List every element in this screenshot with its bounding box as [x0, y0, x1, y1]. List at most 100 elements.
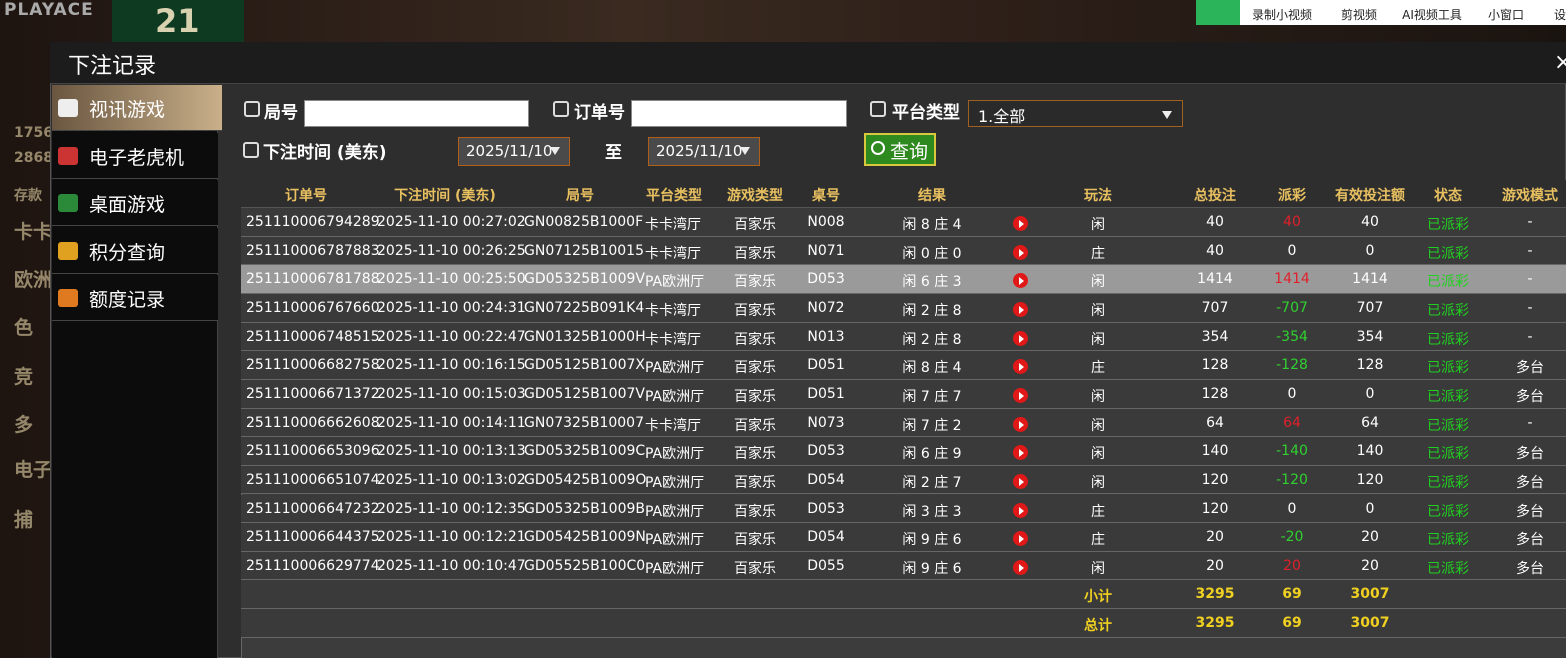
table-cell: 128 [1201, 357, 1229, 374]
table-cell: 2025-11-10 00:15:03 [377, 385, 526, 402]
table-row[interactable] [241, 408, 1566, 438]
table-cell: 庄 [1091, 503, 1105, 520]
background-text: 捕 [14, 509, 34, 531]
table-cell: N013 [807, 328, 845, 345]
table-cell: 0 [1365, 500, 1375, 517]
brand: PLAYACE [4, 0, 94, 20]
platform-value: 1.全部 [978, 107, 1026, 126]
table-cell: GN00825B1000F [524, 214, 644, 230]
table-cell: 120 [1356, 471, 1384, 488]
toolbar-item[interactable]: 剪视频 [1340, 8, 1377, 22]
table-cell: 百家乐 [734, 302, 776, 319]
search-label[interactable]: 查询 [890, 141, 929, 163]
table-cell: GD05425B1009N [524, 529, 646, 546]
table-row[interactable] [241, 465, 1566, 495]
replay-triangle [1019, 563, 1024, 572]
background-text: 多 [14, 414, 34, 436]
table-row[interactable] [241, 351, 1566, 380]
replay-triangle [1019, 391, 1024, 400]
table-row[interactable] [241, 322, 1566, 352]
table-cell: 354 [1201, 328, 1229, 345]
table-cell: 251110006647232 [246, 500, 380, 517]
table-row[interactable] [241, 551, 1566, 581]
toolbar-item[interactable]: AI视频工具 [1402, 8, 1462, 22]
table-cell: PA欧洲厅 [645, 532, 705, 549]
table-cell: 闲 2 庄 7 [902, 474, 962, 491]
table-cell: 闲 [1091, 474, 1105, 491]
close-button[interactable]: × [1554, 50, 1566, 75]
sidebar-item[interactable] [52, 85, 222, 131]
replay-triangle [1019, 506, 1024, 515]
table-cell: -140 [1276, 443, 1308, 460]
table-cell: 闲 9 庄 6 [902, 560, 962, 577]
table-cell: 闲 [1091, 302, 1105, 319]
table-cell: 64 [1361, 414, 1379, 431]
background-text: 2868 [14, 150, 53, 166]
toolbar-logo [1196, 0, 1240, 25]
sidebar-item[interactable] [52, 132, 218, 179]
sidebar-item[interactable] [52, 275, 218, 321]
table-cell: 2025-11-10 00:13:13 [377, 443, 526, 460]
table-row[interactable] [241, 523, 1566, 552]
table-row[interactable] [241, 208, 1566, 237]
table-cell: 百家乐 [734, 417, 776, 434]
table-row[interactable] [241, 437, 1566, 466]
sidebar-item[interactable] [52, 227, 218, 274]
table-cell: 百家乐 [734, 388, 776, 405]
table-cell: GN07325B10007 [524, 414, 644, 431]
table-cell: - [1527, 271, 1533, 288]
dropdown-arrow [1162, 111, 1172, 119]
platform-select[interactable] [968, 100, 1183, 127]
table-cell: 闲 3 庄 3 [902, 503, 962, 520]
table-cell: 闲 2 庄 8 [902, 331, 962, 348]
table-cell: 40 [1361, 214, 1379, 230]
sidebar-icon [58, 146, 78, 165]
filter-label: 局号 [264, 103, 298, 123]
table-row[interactable] [241, 494, 1566, 524]
table-cell: 40 [1206, 242, 1224, 259]
column-header: 游戏模式 [1502, 188, 1558, 204]
table-cell: 闲 6 庄 3 [902, 274, 962, 291]
toolbar-item[interactable]: 设 [1553, 8, 1566, 22]
table-cell: 闲 [1091, 217, 1105, 233]
replay-triangle [1019, 334, 1024, 343]
table-cell: D054 [807, 471, 845, 488]
table-cell: 已派彩 [1427, 532, 1469, 549]
table-cell: 百家乐 [734, 360, 776, 377]
table-cell: 2025-11-10 00:27:02 [377, 214, 526, 230]
toolbar-item[interactable]: 录制小视频 [1251, 8, 1312, 22]
sidebar-item[interactable] [52, 180, 218, 226]
table-cell: 已派彩 [1427, 446, 1469, 463]
table-cell: 0 [1365, 242, 1375, 259]
sidebar-label[interactable]: 额度记录 [89, 289, 166, 311]
summary-cell: 总计 [1084, 618, 1112, 635]
table-cell: 多台 [1516, 446, 1544, 463]
table-row[interactable] [241, 265, 1566, 294]
sidebar-label[interactable]: 桌面游戏 [89, 194, 166, 216]
filter-label: 至 [605, 143, 622, 163]
round-input[interactable] [304, 100, 529, 127]
table-row[interactable] [241, 379, 1566, 409]
table-cell: GN07125B10015 [524, 242, 644, 259]
sidebar-label[interactable]: 电子老虎机 [89, 146, 185, 169]
table-cell: PA欧洲厅 [645, 560, 705, 577]
sidebar-label[interactable]: 视讯游戏 [89, 99, 166, 121]
table-cell: 已派彩 [1427, 474, 1469, 491]
summary-row [241, 580, 1566, 610]
table-cell: 251110006644375 [246, 529, 380, 546]
table-cell: 20 [1206, 557, 1224, 574]
table-cell: 40 [1283, 214, 1301, 230]
sidebar-label[interactable]: 积分查询 [89, 241, 166, 264]
table-row[interactable] [241, 293, 1566, 323]
toolbar-item[interactable]: 小窗口 [1487, 8, 1524, 22]
table-cell: 354 [1356, 328, 1384, 345]
table-cell: 已派彩 [1427, 503, 1469, 520]
order-input[interactable] [631, 100, 847, 127]
table-cell: 多台 [1516, 532, 1544, 549]
table-cell: N008 [807, 214, 845, 230]
table-cell: 2025-11-10 00:12:21 [377, 529, 526, 546]
filter-icon [244, 101, 260, 117]
column-header: 订单号 [285, 188, 327, 204]
table-cell: 卡卡湾厅 [645, 331, 701, 348]
table-row[interactable] [241, 236, 1566, 266]
